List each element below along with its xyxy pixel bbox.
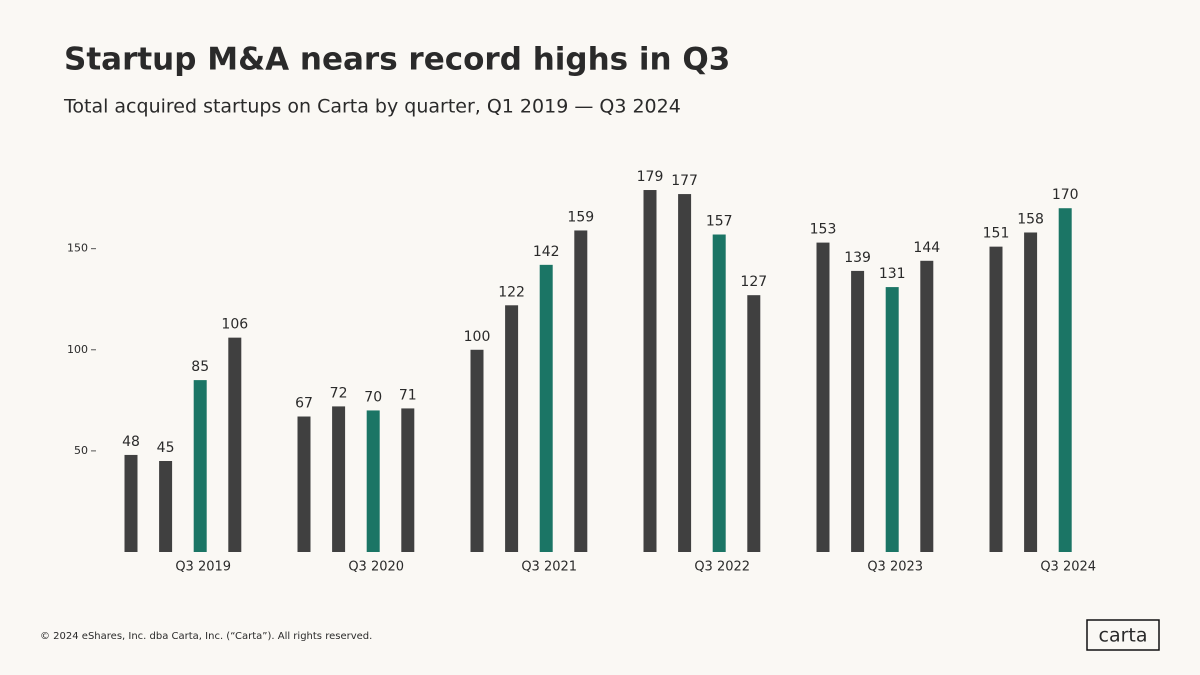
value-label: 45 <box>157 440 175 456</box>
value-label: 157 <box>706 214 733 230</box>
x-tick-label: Q3 2024 <box>1040 560 1096 575</box>
logo-box <box>1086 619 1160 651</box>
bar <box>470 349 484 552</box>
bar <box>401 408 415 552</box>
y-tick-label: 100 <box>67 343 88 356</box>
bar <box>678 194 692 553</box>
value-label: 100 <box>464 329 491 345</box>
value-label: 85 <box>191 359 209 375</box>
value-label: 71 <box>399 387 417 403</box>
value-label: 122 <box>498 284 525 300</box>
value-label: 139 <box>844 250 871 266</box>
value-label: 72 <box>330 385 348 401</box>
value-label: 159 <box>567 209 594 225</box>
chart-subtitle: Total acquired startups on Carta by quar… <box>63 96 681 118</box>
bar <box>124 454 138 552</box>
y-tick-label: 150 <box>67 242 88 255</box>
bar <box>193 380 207 552</box>
x-tick-label: Q3 2022 <box>694 560 750 575</box>
value-label: 151 <box>983 226 1010 242</box>
bar <box>539 264 553 552</box>
bar <box>574 230 588 552</box>
value-label: 144 <box>913 240 940 256</box>
bar <box>332 406 346 552</box>
chart-title: Startup M&A nears record highs in Q3 <box>64 42 730 78</box>
bar <box>297 416 311 552</box>
copyright: © 2024 eShares, Inc. dba Carta, Inc. (“C… <box>40 631 372 642</box>
x-tick-label: Q3 2023 <box>867 560 923 575</box>
bar <box>920 260 934 552</box>
bar <box>885 287 899 552</box>
logo: carta <box>1099 625 1148 647</box>
value-label: 48 <box>122 434 140 450</box>
x-tick-label: Q3 2019 <box>175 560 231 575</box>
value-label: 153 <box>810 222 837 238</box>
bar <box>816 242 830 552</box>
value-label: 70 <box>364 389 382 405</box>
x-tick-label: Q3 2020 <box>348 560 404 575</box>
bar <box>989 246 1003 552</box>
bar <box>159 461 173 552</box>
value-label: 179 <box>637 169 664 185</box>
value-label: 170 <box>1052 187 1079 203</box>
value-label: 158 <box>1017 211 1044 227</box>
value-label: 67 <box>295 396 313 412</box>
y-tick-label: 50 <box>74 444 88 457</box>
value-label: 177 <box>671 173 698 189</box>
bar <box>228 337 242 552</box>
bar <box>366 410 380 552</box>
value-label: 106 <box>221 317 248 333</box>
x-tick-label: Q3 2021 <box>521 560 577 575</box>
value-label: 131 <box>879 266 906 282</box>
bar <box>1024 232 1038 552</box>
bar <box>505 305 519 552</box>
bar <box>643 190 657 552</box>
value-label: 142 <box>533 244 560 260</box>
bar <box>747 295 761 552</box>
bar <box>712 234 726 552</box>
bar <box>1058 208 1072 552</box>
value-label: 127 <box>740 274 767 290</box>
bar <box>851 270 865 552</box>
